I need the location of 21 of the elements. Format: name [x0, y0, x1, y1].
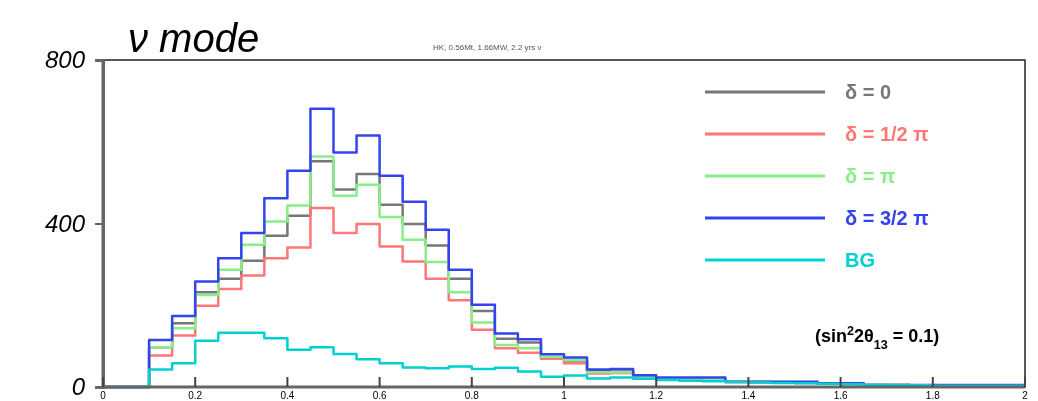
x-tick-label: 0.2	[188, 390, 203, 401]
x-tick-label: 0.6	[372, 390, 387, 401]
x-tick-label: 1	[561, 390, 568, 401]
annotation: (sin$^{2}$2θ$_{13}$ = 0.1)	[815, 324, 940, 352]
text: δ = 1/2 π	[845, 123, 929, 145]
y-tick-label: 400	[44, 209, 86, 237]
text: δ = 0	[845, 81, 892, 103]
x-tick-label: 0	[100, 390, 107, 401]
x-tick-label: 1.6	[833, 390, 848, 401]
text: BG	[845, 249, 875, 271]
x-tick-label: 1.2	[649, 390, 664, 401]
x-tick-label: 0.8	[464, 390, 480, 401]
chart-title: ν mode	[128, 16, 260, 60]
x-tick-label: 0.4	[280, 390, 295, 401]
x-tick-label: 1.8	[925, 390, 941, 401]
text: δ = π	[845, 165, 896, 187]
chart-subtitle: HK, 0.56Mt, 1.66MW, 2.2 yrs ν	[433, 43, 542, 52]
x-tick-label: 2	[1022, 390, 1029, 401]
x-tick-label: 1.4	[741, 390, 756, 401]
y-tick-label: 800	[44, 46, 86, 74]
text: δ = 3/2 π	[845, 207, 929, 229]
